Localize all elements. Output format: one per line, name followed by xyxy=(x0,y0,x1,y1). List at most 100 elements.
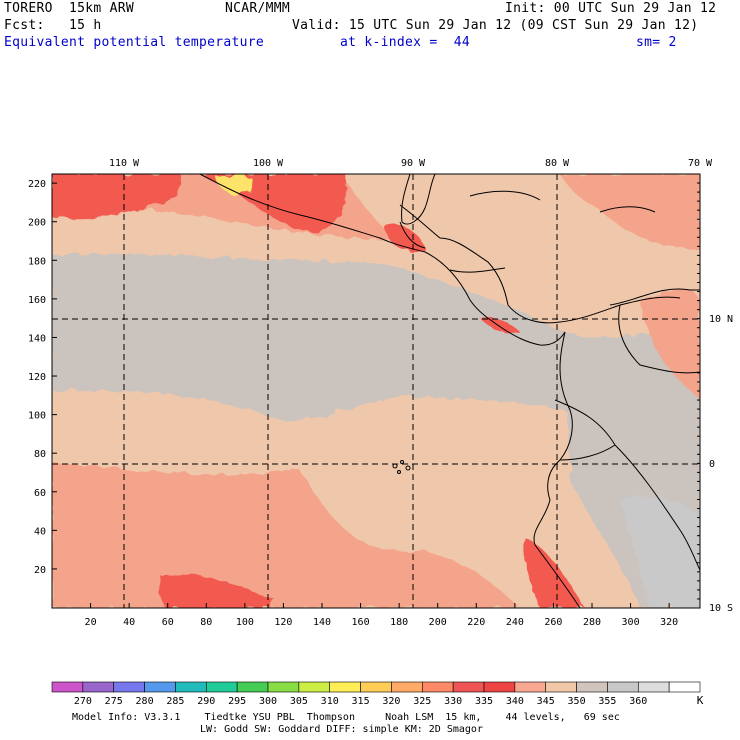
hot-core-guatemala xyxy=(385,225,425,252)
x-tick-label: 40 xyxy=(123,617,135,628)
colorbar-swatch xyxy=(637,681,670,693)
colorbar-swatch xyxy=(360,681,392,693)
colorbar-label: 340 xyxy=(506,696,524,707)
y-tick-label: 220 xyxy=(28,179,46,190)
hot-core-northwest xyxy=(52,174,182,219)
lat-label: 10 N xyxy=(709,314,733,325)
model-info-line1: Model Info: V3.3.1 Tiedtke YSU PBL Thomp… xyxy=(72,712,620,723)
x-tick-label: 80 xyxy=(200,617,212,628)
warm-east xyxy=(640,288,700,400)
colorbar-label: 350 xyxy=(568,696,586,707)
border-colombia-ecuador xyxy=(554,399,616,461)
x-tick-label: 140 xyxy=(313,617,331,628)
hot-core-costarica xyxy=(480,317,520,333)
warm-south xyxy=(52,462,520,608)
x-tick-label: 220 xyxy=(467,617,485,628)
colorbar-swatch xyxy=(452,681,485,693)
coastlines xyxy=(199,174,700,608)
border-nicaragua xyxy=(449,267,506,273)
colorbar-swatch xyxy=(391,681,423,693)
lat-label: 10 S xyxy=(709,603,733,614)
theta-e-field xyxy=(52,174,700,608)
colorbar-swatch xyxy=(175,681,207,693)
axis-labels: 110 W 100 W 90 W 80 W 70 W 10 N 0 10 S 2… xyxy=(28,158,733,628)
y-tick-label: 20 xyxy=(34,565,46,576)
x-tick-label: 100 xyxy=(236,617,254,628)
graticule xyxy=(52,174,700,608)
colorbar-label: 305 xyxy=(290,696,308,707)
colorbar: 270 275 280 285 290 295 300 305 310 315 320 325 330 3… xyxy=(51,681,701,707)
y-tick-label: 120 xyxy=(28,372,46,383)
colorbar-swatch xyxy=(267,681,300,693)
x-tick-label: 320 xyxy=(660,617,678,628)
x-tick-label: 60 xyxy=(162,617,174,628)
x-tick-label: 300 xyxy=(622,617,640,628)
colorbar-label: 275 xyxy=(105,696,123,707)
colorbar-swatch xyxy=(113,681,145,693)
valid-time: Valid: 15 UTC Sun 29 Jan 12 (09 CST Sun … xyxy=(292,18,699,33)
x-tick-label: 280 xyxy=(583,617,601,628)
colorbar-label: 325 xyxy=(413,696,431,707)
model-info-line2: LW: Godd SW: Goddard DIFF: simple KM: 2D… xyxy=(200,724,483,735)
colorbar-label: 345 xyxy=(537,696,555,707)
y-tick-label: 100 xyxy=(28,411,46,422)
warm-northeast xyxy=(560,174,700,250)
colorbar-label: 330 xyxy=(444,696,462,707)
x-tick-label: 260 xyxy=(544,617,562,628)
hot-core-southwest xyxy=(158,574,275,608)
x-tick-label: 240 xyxy=(506,617,524,628)
peak-core xyxy=(215,176,252,195)
lon-label: 100 W xyxy=(253,158,284,169)
y-tick-label: 160 xyxy=(28,295,46,306)
colorbar-label: 310 xyxy=(321,696,339,707)
lon-label: 110 W xyxy=(109,158,140,169)
coast-venezuela xyxy=(609,288,700,306)
coast-central-america xyxy=(424,251,566,346)
x-tick-label: 200 xyxy=(429,617,447,628)
colorbar-label: 290 xyxy=(197,696,215,707)
colorbar-swatch xyxy=(82,681,115,693)
coast-haiti xyxy=(599,206,656,213)
colorbar-label: 315 xyxy=(352,696,370,707)
y-tick-label: 40 xyxy=(34,526,46,537)
colorbar-label: 335 xyxy=(475,696,493,707)
level-label: at k-index = 44 xyxy=(340,35,471,50)
colorbar-swatch xyxy=(576,681,608,693)
y-tick-label: 200 xyxy=(28,218,46,229)
colorbar-swatch xyxy=(483,681,516,693)
colorbar-swatch xyxy=(144,681,176,693)
cool-band xyxy=(52,253,700,443)
border-guatemala xyxy=(399,221,426,249)
border-colombia-venezuela xyxy=(618,304,700,374)
border-peru-brazil xyxy=(614,444,700,571)
colorbar-swatch xyxy=(607,681,639,693)
colorbar-label: 280 xyxy=(136,696,154,707)
y-tick-label: 140 xyxy=(28,333,46,344)
hot-core-peru xyxy=(524,538,585,608)
field-title: Equivalent potential temperature xyxy=(4,35,265,50)
colorbar-swatch xyxy=(329,681,361,693)
lon-label: 80 W xyxy=(545,158,570,169)
colorbar-swatch xyxy=(668,681,701,693)
colorbar-swatch xyxy=(545,681,577,693)
y-tick-label: 60 xyxy=(34,488,46,499)
smoothing-label: sm= 2 xyxy=(636,35,677,50)
colorbar-label: 300 xyxy=(259,696,277,707)
colorbar-swatch xyxy=(298,681,331,693)
coast-south-america-pacific xyxy=(533,331,581,608)
colorbar-label: 270 xyxy=(74,696,92,707)
lon-label: 70 W xyxy=(688,158,713,169)
colorbar-swatch xyxy=(236,681,269,693)
model-name: TORERO 15km ARW xyxy=(4,1,135,16)
coast-yucatan xyxy=(401,174,436,225)
colorbar-swatch xyxy=(514,681,547,693)
colorbar-label: 355 xyxy=(598,696,616,707)
colorbar-swatch xyxy=(205,681,238,693)
colorbar-swatch xyxy=(421,681,454,693)
colorbar-swatch xyxy=(51,681,84,693)
colorbar-label: 285 xyxy=(166,696,184,707)
y-tick-label: 80 xyxy=(34,449,46,460)
lon-label: 90 W xyxy=(401,158,426,169)
colorbar-label: 295 xyxy=(228,696,246,707)
